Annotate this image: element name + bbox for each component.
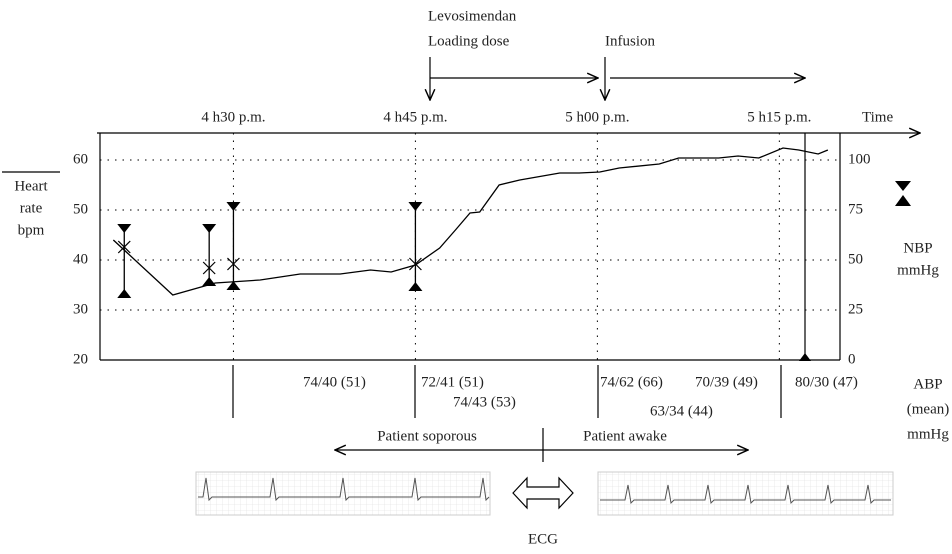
abp-label: mmHg — [907, 426, 949, 442]
abp-reading: 74/40 (51) — [303, 374, 366, 390]
x-axis-label: Time — [862, 109, 893, 125]
y2-axis-label: NBP — [903, 240, 932, 256]
abp-reading: 72/41 (51) — [421, 374, 484, 390]
nbp-diastolic — [117, 289, 131, 298]
abp-label: (mean) — [907, 401, 949, 417]
y-axis-label: Heart — [14, 178, 48, 194]
event-marker — [799, 353, 811, 361]
nbp-diastolic — [408, 282, 422, 291]
y-axis-label: bpm — [18, 222, 45, 238]
y2-axis-label: mmHg — [897, 262, 939, 278]
y2-tick-label: 50 — [848, 251, 863, 267]
x-tick-label: 5 h15 p.m. — [747, 109, 811, 125]
nbp-diastolic — [202, 277, 216, 286]
y2-tick-label: 75 — [848, 201, 863, 217]
abp-label: ABP — [913, 376, 942, 392]
y-tick-label: 50 — [73, 201, 88, 217]
nbp-systolic — [202, 224, 216, 233]
ecg-strip — [598, 472, 893, 515]
y-tick-label: 60 — [73, 151, 88, 167]
annotation: Infusion — [605, 33, 655, 49]
nbp-symbol — [895, 181, 911, 206]
annotation: Levosimendan — [428, 8, 517, 24]
ecg-label: ECG — [528, 531, 558, 547]
y2-tick-label: 0 — [848, 351, 856, 367]
y-tick-label: 40 — [73, 251, 88, 267]
y-tick-label: 30 — [73, 301, 88, 317]
abp-reading: 80/30 (47) — [795, 374, 858, 390]
nbp-systolic — [117, 224, 131, 233]
y2-tick-label: 25 — [848, 301, 863, 317]
y2-tick-label: 100 — [848, 151, 871, 167]
abp-reading: 74/62 (66) — [600, 374, 663, 390]
annotation: Loading dose — [428, 33, 510, 49]
abp-reading: 63/34 (44) — [650, 403, 713, 419]
x-tick-label: 4 h30 p.m. — [201, 109, 265, 125]
phase-label: Patient awake — [583, 428, 667, 444]
abp-reading: 70/39 (49) — [695, 374, 758, 390]
y-axis-label: rate — [20, 200, 43, 216]
nbp-systolic — [408, 202, 422, 211]
chart: Levosimendan Loading dose Infusion Time … — [0, 0, 952, 554]
x-tick-label: 4 h45 p.m. — [383, 109, 447, 125]
y-tick-label: 20 — [73, 351, 88, 367]
x-tick-label: 5 h00 p.m. — [565, 109, 629, 125]
abp-reading: 74/43 (53) — [453, 394, 516, 410]
phase-label: Patient soporous — [377, 428, 477, 444]
heart-rate-line — [113, 148, 828, 295]
ecg-arrow — [513, 478, 573, 508]
